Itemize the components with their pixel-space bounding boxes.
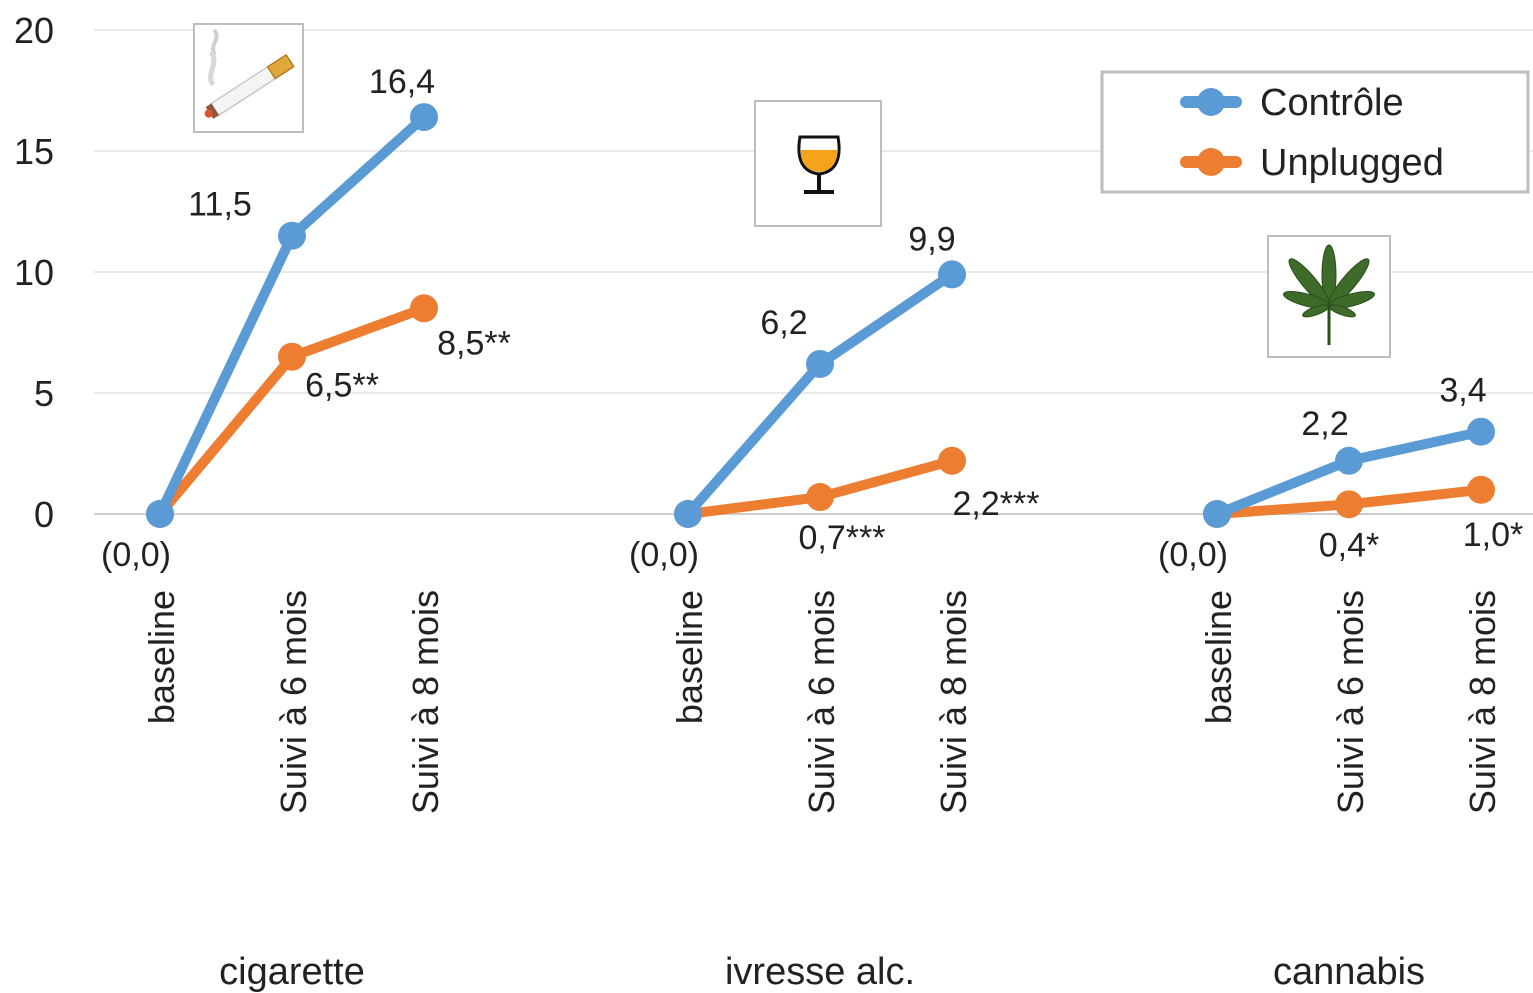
legend: Contrôle Unplugged (1100, 70, 1530, 194)
y-tick-label: 5 (34, 373, 54, 414)
x-axis-ticks: baseline Suivi à 6 mois Suivi à 8 mois ciga… (141, 590, 1503, 993)
baseline-value-label: (0,0) (629, 536, 699, 574)
icons (193, 23, 1391, 358)
data-point (1335, 490, 1363, 519)
series-line-contrôle (155, 112, 429, 519)
data-point (146, 500, 174, 528)
data-label: 2,2 (1301, 405, 1348, 443)
data-point (1335, 446, 1363, 475)
y-tick-label: 0 (34, 494, 54, 535)
y-axis-ticks: 0 5 10 15 20 (14, 10, 54, 535)
x-tick-label: Suivi à 6 mois (801, 590, 842, 814)
series-line-unplugged (155, 303, 429, 519)
cigarette-icon (193, 23, 304, 133)
x-tick-label: Suivi à 8 mois (405, 590, 446, 814)
y-tick-label: 20 (14, 10, 54, 51)
data-label: 0,4* (1319, 526, 1380, 564)
x-tick-label: Suivi à 6 mois (1330, 590, 1371, 814)
data-point (806, 349, 834, 378)
data-point (1467, 417, 1495, 446)
series-line-contrôle (683, 269, 957, 519)
data-point (938, 446, 966, 475)
data-label: 16,4 (369, 63, 435, 101)
x-tick-label: baseline (1198, 590, 1239, 724)
data-point (278, 342, 306, 371)
data-point (938, 260, 966, 289)
data-point (1467, 475, 1495, 504)
legend-label: Unplugged (1260, 142, 1444, 184)
data-label: 11,5 (188, 186, 252, 224)
legend-box (1100, 70, 1530, 194)
series (146, 103, 1495, 528)
data-label: 2,2*** (953, 485, 1040, 523)
wine-glass-icon (754, 100, 882, 227)
legend-marker (1197, 148, 1225, 176)
data-point (410, 103, 438, 132)
y-tick-label: 15 (14, 131, 54, 172)
x-tick-label: baseline (141, 590, 182, 724)
x-tick-label: baseline (669, 590, 710, 724)
data-label: 6,2 (760, 304, 807, 342)
data-point (410, 294, 438, 323)
data-label: 1,0* (1463, 516, 1524, 554)
data-point (674, 500, 702, 528)
data-point (278, 221, 306, 250)
group-label: cannabis (1273, 951, 1425, 993)
x-tick-label: Suivi à 6 mois (273, 590, 314, 814)
y-tick-label: 10 (14, 252, 54, 293)
legend-label: Contrôle (1260, 82, 1404, 124)
data-point (806, 483, 834, 512)
x-tick-label: Suivi à 8 mois (933, 590, 974, 814)
data-point (1203, 500, 1231, 528)
data-label: 9,9 (908, 220, 955, 258)
data-label: 6,5** (305, 367, 379, 405)
cannabis-leaf-icon (1267, 235, 1391, 358)
group-label: ivresse alc. (725, 951, 915, 993)
data-labels: 11,5 16,4 6,5** 8,5** (0,0) 6,2 9,9 0,7*** 2,2**… (101, 63, 1523, 574)
baseline-value-label: (0,0) (1158, 536, 1228, 574)
data-label: 0,7*** (799, 519, 886, 557)
x-tick-label: Suivi à 8 mois (1462, 590, 1503, 814)
legend-marker (1197, 88, 1225, 116)
baseline-value-label: (0,0) (101, 536, 171, 574)
data-label: 3,4 (1439, 372, 1486, 410)
data-label: 8,5** (437, 324, 511, 362)
group-label: cigarette (219, 951, 365, 993)
